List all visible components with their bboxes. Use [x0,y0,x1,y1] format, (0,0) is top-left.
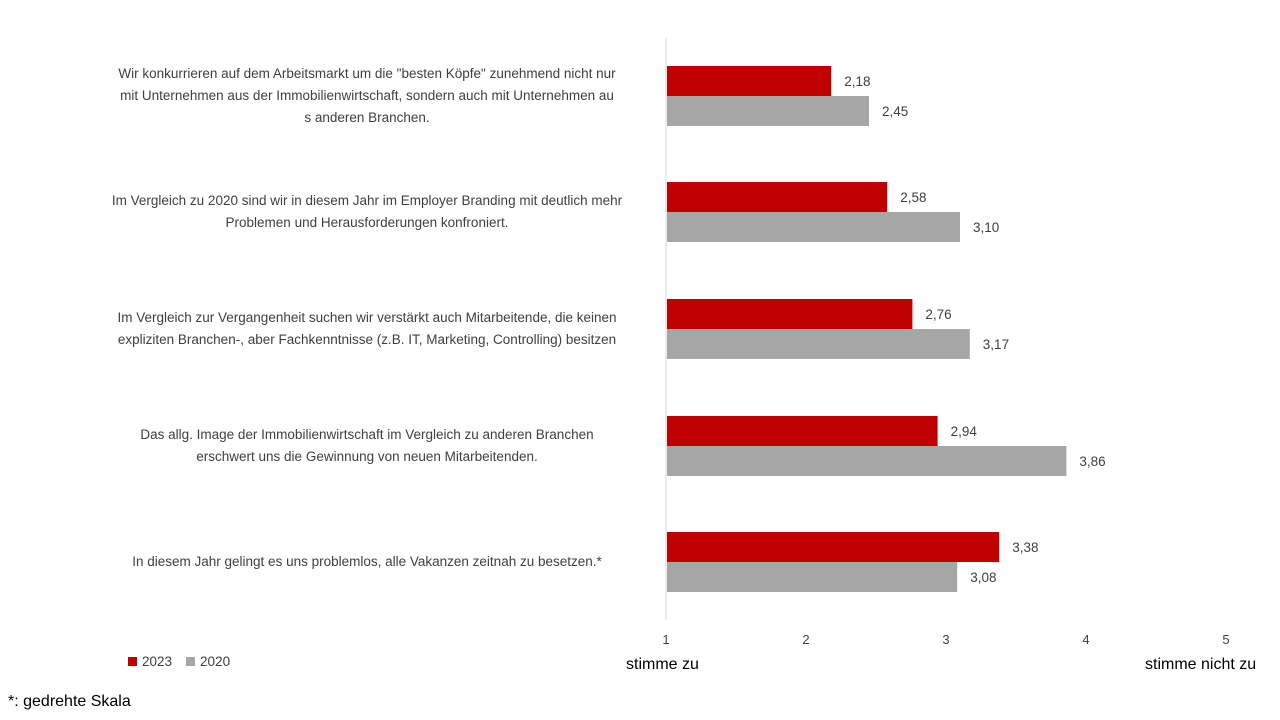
bar-2023-3 [667,299,913,329]
bar-2023-1 [667,66,832,96]
bar-2020-3 [667,329,970,359]
category-label-2: Im Vergleich zu 2020 sind wir in diesem … [111,193,623,230]
x-tick-label-5: 5 [1222,632,1229,647]
category-label-3: Im Vergleich zur Vergangenheit suchen wi… [117,310,617,347]
legend-swatch-2023 [128,657,137,666]
x-tick-label-3: 3 [942,632,949,647]
category-label-5: In diesem Jahr gelingt es uns problemlos… [132,554,602,569]
axis-left-end-label: stimme zu [626,656,699,673]
bar-2020-4 [667,446,1067,476]
data-label-2023-5: 3,38 [1012,540,1038,555]
bar-2023-4 [667,416,938,446]
data-label-2023-3: 2,76 [925,307,951,322]
axis-right-end-label: stimme nicht zu [1145,656,1257,673]
data-label-2023-1: 2,18 [844,74,870,89]
data-label-2020-3: 3,17 [983,337,1009,352]
data-label-2020-2: 3,10 [973,220,999,235]
category-label-1: Wir konkurrieren auf dem Arbeitsmarkt um… [118,66,616,125]
bar-2023-5 [667,532,1000,562]
legend-label-2023: 2023 [142,654,173,669]
data-label-2023-2: 2,58 [900,190,926,205]
legend: 2023 2020 [128,654,244,669]
legend-swatch-2020 [186,657,196,666]
data-label-2020-4: 3,86 [1079,454,1105,469]
bar-2020-2 [667,212,960,242]
x-tick-label-1: 1 [662,632,669,647]
data-label-2023-4: 2,94 [951,424,978,439]
legend-label-2020: 2020 [200,654,231,669]
category-label-4: Das allg. Image der Immobilienwirtschaft… [140,427,594,464]
x-tick-label-4: 4 [1082,632,1089,647]
legend-item-2020: 2020 [186,654,230,669]
bar-2020-5 [667,562,958,592]
legend-item-2023: 2023 [128,654,172,669]
bar-2020-1 [667,96,869,126]
x-tick-label-2: 2 [802,632,809,647]
bar-2023-2 [667,182,888,212]
footnote: *: gedrehte Skala [8,693,131,710]
data-label-2020-5: 3,08 [970,570,996,585]
data-label-2020-1: 2,45 [882,104,908,119]
